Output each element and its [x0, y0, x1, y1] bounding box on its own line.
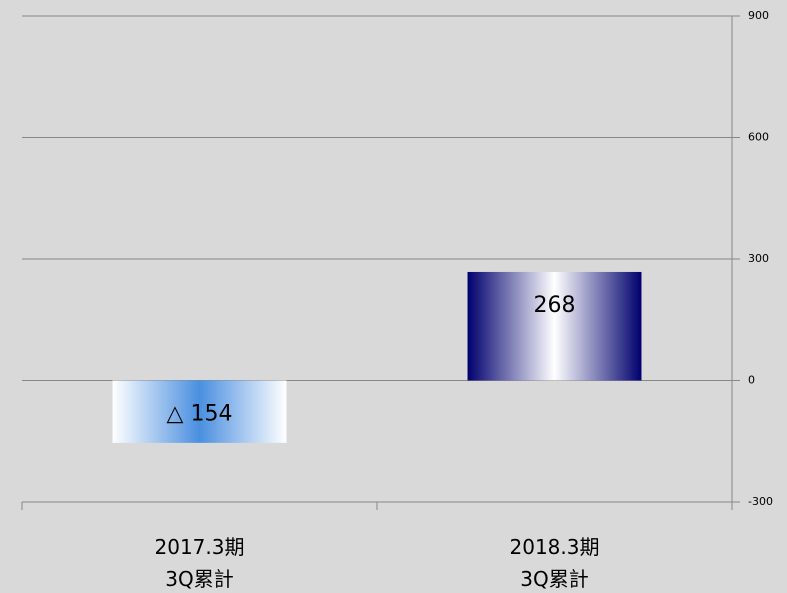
y-tick-label: 0 [748, 374, 755, 387]
bar [112, 380, 287, 443]
bar [467, 271, 642, 381]
value-label: △ 154 [167, 402, 233, 427]
y-tick-label: 600 [748, 131, 769, 144]
x-tick-label: 2017.3期 3Q累計 [155, 535, 245, 591]
x-tick-label: 2018.3期 3Q累計 [510, 535, 600, 591]
y-tick-label: 900 [748, 9, 769, 22]
y-tick-label: 300 [748, 252, 769, 265]
y-tick-label: -300 [748, 495, 773, 508]
value-label: 268 [534, 293, 576, 318]
